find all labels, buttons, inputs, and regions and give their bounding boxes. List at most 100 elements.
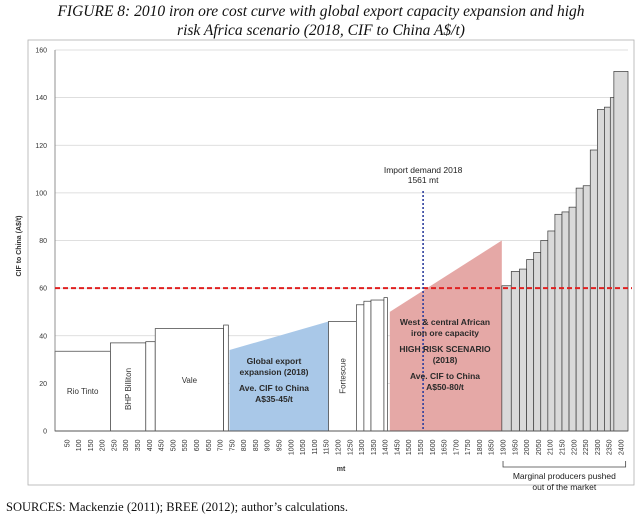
area-text-high-risk-africa-1: iron ore capacity <box>411 328 479 338</box>
y-tick-label-60: 60 <box>39 286 47 293</box>
x-tick-label-2100: 2100 <box>548 439 555 455</box>
x-tick-label-650: 650 <box>206 439 213 451</box>
x-tick-label-750: 750 <box>229 439 236 451</box>
reference-label-1: 1561 mt <box>408 175 439 185</box>
x-tick-label-1050: 1050 <box>300 439 307 455</box>
x-tick-label-2000: 2000 <box>524 439 531 455</box>
y-tick-label-100: 100 <box>35 190 47 197</box>
x-tick-label-1650: 1650 <box>442 439 449 455</box>
bar-1 <box>110 342 147 432</box>
x-tick-label-2050: 2050 <box>536 439 543 455</box>
area-text-high-risk-africa-0: West & central African <box>400 317 490 327</box>
cost-curve-chart: 0 20 40 60 80 100 120 140 160 50 100 150 200 250 300 35… <box>16 39 635 492</box>
bar-label-3: Vale <box>182 376 198 385</box>
x-tick-label-550: 550 <box>182 439 189 451</box>
bar-12 <box>519 268 527 432</box>
bar-16 <box>547 230 556 432</box>
bar-22 <box>589 149 598 432</box>
reference-label-0: Import demand 2018 <box>384 165 463 175</box>
x-tick-label-1950: 1950 <box>512 439 519 455</box>
x-tick-label-700: 700 <box>218 439 225 451</box>
area-text-global-export-expansion-0: Global export <box>247 356 302 366</box>
bar-17 <box>554 213 563 432</box>
x-tick-label-100: 100 <box>76 439 83 451</box>
figure-title-line-2: risk Africa scenario (2018, CIF to China… <box>177 22 465 39</box>
area-text-global-export-expansion-4: A$35-45/t <box>255 394 293 404</box>
x-tick-label-2350: 2350 <box>607 439 614 455</box>
x-tick-label-1500: 1500 <box>406 439 413 455</box>
bar-19 <box>568 206 577 432</box>
x-tick-label-300: 300 <box>123 439 130 451</box>
y-tick-label-0: 0 <box>43 429 47 436</box>
annotations: Rio Tinto BHP Billiton Vale Fortescue Global… <box>67 165 627 492</box>
x-tick-label-150: 150 <box>88 439 95 451</box>
x-tick-label-2400: 2400 <box>618 439 625 455</box>
area-text-global-export-expansion-1: expansion (2018) <box>240 367 309 377</box>
x-tick-label-2250: 2250 <box>583 439 590 455</box>
x-tick-label-1400: 1400 <box>383 439 390 455</box>
area-text-high-risk-africa-7: A$50-80/t <box>426 382 464 392</box>
bar-18 <box>561 211 570 432</box>
x-tick-label-1100: 1100 <box>312 439 319 454</box>
bar-2 <box>145 341 156 432</box>
x-tick-label-850: 850 <box>253 439 260 451</box>
x-tick-label-1550: 1550 <box>418 439 425 455</box>
x-tick-label-2150: 2150 <box>559 439 566 455</box>
bar-label-0: Rio Tinto <box>67 387 99 396</box>
area-text-high-risk-africa-3: HIGH RISK SCENARIO <box>399 344 491 354</box>
x-tick-label-450: 450 <box>159 439 166 451</box>
y-tick-label-160: 160 <box>35 48 47 55</box>
bar-3 <box>154 328 224 432</box>
area-text-high-risk-africa-4: (2018) <box>433 355 458 365</box>
x-tick-label-1600: 1600 <box>430 439 437 455</box>
sources-note: SOURCES: Mackenzie (2011); BREE (2012); … <box>6 500 348 514</box>
bar-9 <box>383 297 388 432</box>
x-tick-label-500: 500 <box>170 439 177 451</box>
bar-23 <box>596 109 605 432</box>
x-tick-label-1350: 1350 <box>371 439 378 455</box>
area-text-high-risk-africa-6: Ave. CIF to China <box>410 371 480 381</box>
bar-14 <box>533 252 542 432</box>
x-tick-label-1450: 1450 <box>394 439 401 455</box>
x-tick-label-400: 400 <box>147 439 154 451</box>
marginal-text-1: out of the market <box>532 482 596 492</box>
y-tick-label-40: 40 <box>39 333 47 340</box>
area-global-export-expansion <box>229 321 329 431</box>
x-tick-label-1850: 1850 <box>489 439 496 455</box>
x-tick-label-250: 250 <box>111 439 118 451</box>
bar-15 <box>540 240 549 432</box>
y-tick-label-80: 80 <box>39 238 47 245</box>
x-tick-label-900: 900 <box>265 439 272 451</box>
bar-6 <box>356 304 365 432</box>
bar-11 <box>510 271 520 432</box>
y-tick-label-120: 120 <box>35 143 47 150</box>
figure-title-line-1: FIGURE 8: 2010 iron ore cost curve with … <box>57 3 585 20</box>
x-tick-label-50: 50 <box>64 439 71 447</box>
area-text-global-export-expansion-3: Ave. CIF to China <box>239 383 309 393</box>
bar-label-5: Fortescue <box>338 358 347 394</box>
y-tick-label-20: 20 <box>39 381 47 388</box>
bar-4 <box>223 324 229 432</box>
bar-8 <box>370 299 385 432</box>
x-tick-label-950: 950 <box>277 439 284 451</box>
bar-10 <box>501 285 512 432</box>
x-tick-label-1750: 1750 <box>465 439 472 455</box>
x-tick-label-1700: 1700 <box>453 439 460 455</box>
bar-label-1: BHP Billiton <box>124 368 133 410</box>
x-tick-label-1200: 1200 <box>335 439 342 455</box>
bar-20 <box>575 187 584 432</box>
x-tick-label-2300: 2300 <box>595 439 602 455</box>
axes: 0 20 40 60 80 100 120 140 160 50 100 150 200 250 300 35… <box>16 48 628 473</box>
x-tick-label-350: 350 <box>135 439 142 451</box>
reference-lines <box>55 191 632 431</box>
bar-24 <box>604 106 611 432</box>
x-tick-label-200: 200 <box>100 439 107 451</box>
bar-7 <box>363 300 372 432</box>
x-tick-label-1800: 1800 <box>477 439 484 455</box>
figure-title: FIGURE 8: 2010 iron ore cost curve with … <box>6 2 636 40</box>
x-tick-label-1000: 1000 <box>288 439 295 455</box>
bar-25 <box>609 97 615 432</box>
bar-5 <box>328 321 357 432</box>
x-tick-label-1150: 1150 <box>324 439 331 454</box>
y-tick-label-140: 140 <box>35 95 47 102</box>
